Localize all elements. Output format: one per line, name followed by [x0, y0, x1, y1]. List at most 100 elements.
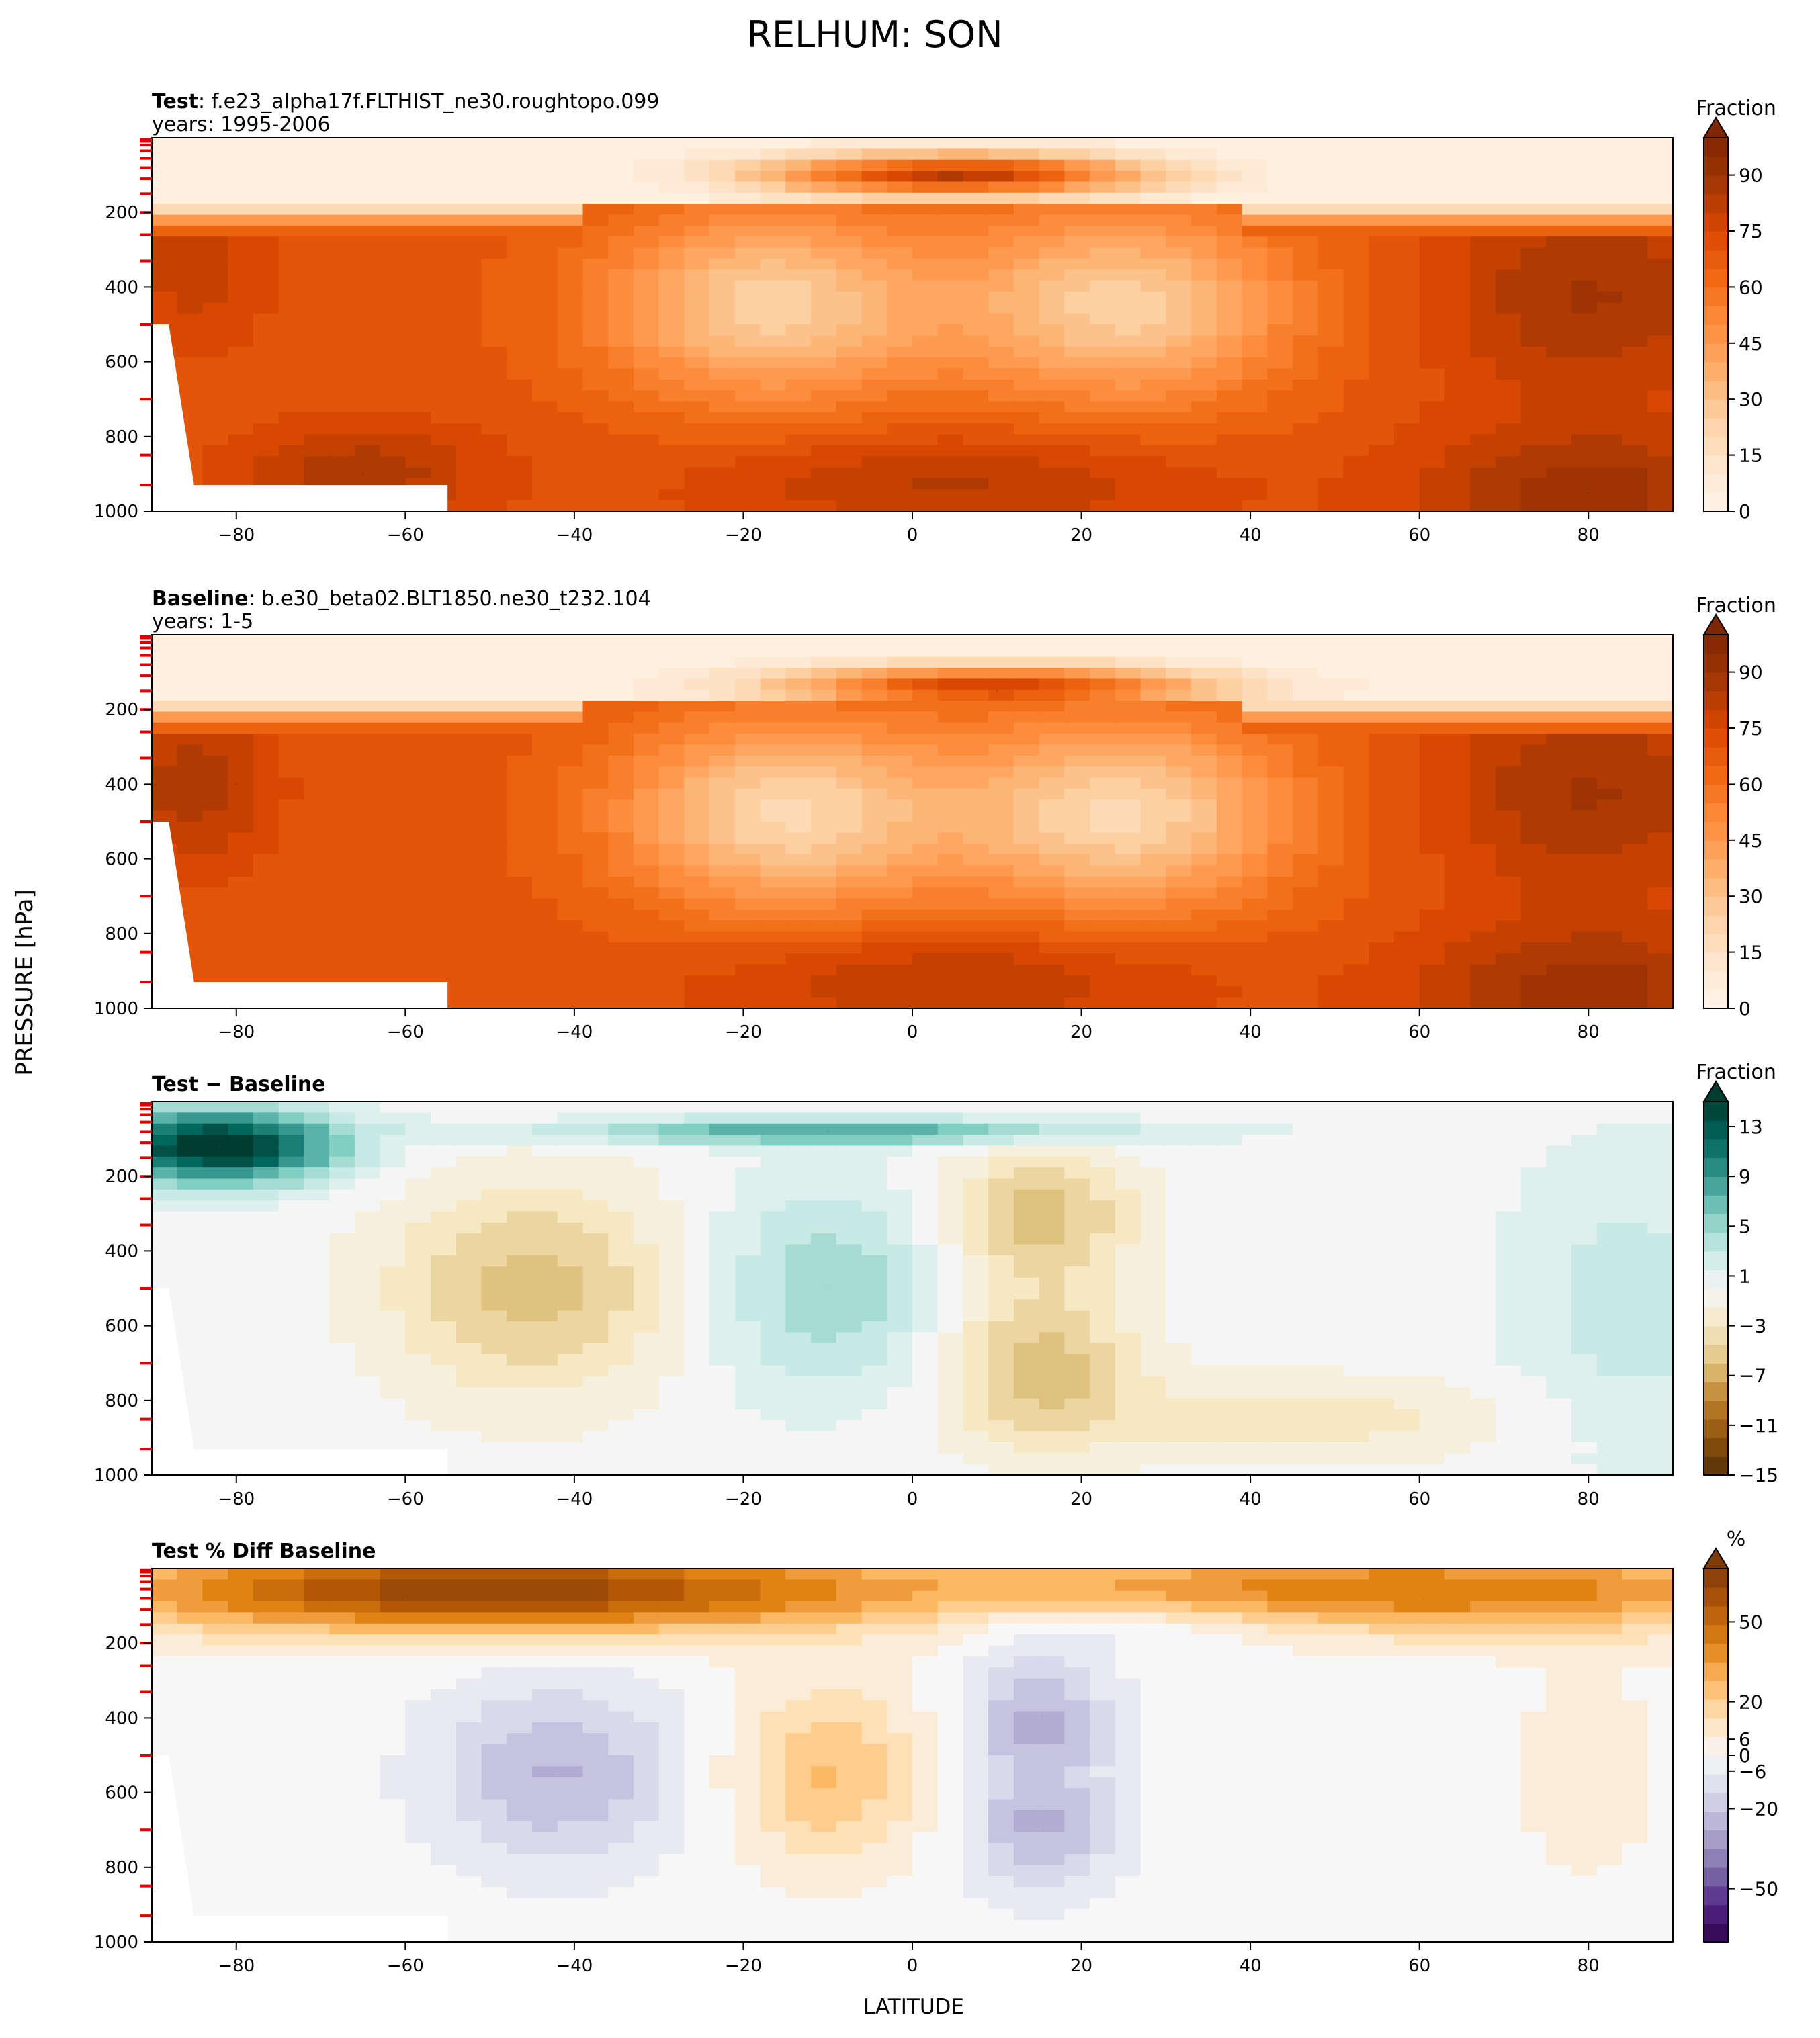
field-cell — [253, 1387, 279, 1399]
field-cell — [202, 635, 228, 647]
field-cell — [1216, 635, 1243, 647]
field-cell — [456, 181, 482, 193]
field-cell — [582, 258, 609, 271]
field-cell — [963, 668, 989, 680]
field-cell — [507, 777, 533, 789]
field-cell — [608, 1189, 634, 1201]
field-cell — [582, 777, 609, 789]
field-cell — [557, 214, 584, 226]
field-cell — [811, 390, 837, 402]
field-cell — [481, 865, 507, 877]
field-cell — [1191, 832, 1217, 844]
field-cell — [836, 489, 863, 501]
field-cell — [937, 722, 964, 734]
field-cell — [1470, 810, 1496, 822]
field-cell — [1343, 478, 1369, 490]
field-cell — [329, 1310, 355, 1322]
field-cell — [1013, 744, 1040, 756]
field-cell — [861, 865, 887, 877]
field-cell — [1647, 689, 1674, 701]
field-cell — [1647, 920, 1674, 932]
field-cell — [1622, 810, 1648, 822]
field-cell — [937, 887, 964, 899]
field-cell — [1267, 346, 1293, 358]
field-cell — [937, 423, 964, 435]
field-cell — [785, 668, 812, 680]
field-cell — [456, 1244, 482, 1256]
field-cell — [304, 357, 330, 369]
field-cell — [1013, 755, 1040, 768]
field-cell — [963, 214, 989, 226]
field-cell — [380, 678, 406, 691]
field-cell — [481, 390, 507, 402]
field-cell — [380, 1244, 406, 1256]
field-cell — [963, 635, 989, 647]
field-cell — [861, 854, 887, 867]
field-cell — [608, 1420, 634, 1432]
field-cell — [811, 668, 837, 680]
field-cell — [1622, 701, 1648, 713]
field-cell — [380, 931, 406, 943]
field-cell — [633, 646, 660, 658]
field-cell — [963, 500, 989, 512]
field-cell — [481, 1354, 507, 1366]
field-cell — [481, 1255, 507, 1268]
field-cell — [811, 269, 837, 281]
field-cell — [1039, 668, 1066, 680]
colorbar-segment — [1704, 896, 1728, 916]
field-cell — [861, 159, 887, 171]
field-cell — [1039, 467, 1066, 479]
field-cell — [1242, 171, 1268, 183]
field-cell — [380, 445, 406, 457]
field-cell — [532, 1387, 558, 1399]
field-cell — [1039, 412, 1066, 424]
field-cell — [988, 755, 1014, 768]
field-cell — [431, 1310, 457, 1322]
field-cell — [582, 1211, 609, 1223]
field-cell — [1647, 635, 1674, 647]
field-cell — [507, 401, 533, 413]
field-cell — [1622, 799, 1648, 811]
field-cell — [1444, 701, 1471, 713]
field-cell — [658, 291, 685, 304]
field-cell — [1444, 822, 1471, 834]
field-cell — [988, 997, 1014, 1009]
field-cell — [304, 192, 330, 204]
field-cell — [177, 1178, 204, 1190]
field-cell — [1140, 986, 1167, 998]
field-cell — [582, 1244, 609, 1256]
field-cell — [1140, 456, 1167, 468]
field-cell — [811, 964, 837, 976]
field-cell — [734, 236, 761, 249]
field-cell — [811, 678, 837, 691]
field-cell — [582, 1156, 609, 1168]
field-cell — [405, 876, 431, 888]
field-cell — [253, 1409, 279, 1421]
field-cell — [861, 810, 887, 822]
field-cell — [304, 1266, 330, 1278]
field-cell — [1115, 390, 1141, 402]
field-cell — [557, 1189, 584, 1201]
field-cell — [329, 269, 355, 281]
field-cell — [608, 887, 634, 899]
field-cell — [811, 225, 837, 237]
field-cell — [405, 1299, 431, 1311]
field-cell — [253, 668, 279, 680]
field-cell — [1444, 887, 1471, 899]
field-cell — [1495, 887, 1522, 899]
field-cell — [1520, 280, 1547, 292]
field-cell — [1166, 887, 1192, 899]
field-cell — [1242, 401, 1268, 413]
field-cell — [1013, 635, 1040, 647]
field-cell — [1520, 445, 1547, 457]
field-cell — [1444, 898, 1471, 910]
field-cell — [1546, 247, 1572, 259]
field-cell — [304, 1167, 330, 1180]
field-cell — [709, 909, 736, 921]
field-cell — [202, 412, 228, 424]
field-cell — [1419, 986, 1446, 998]
field-cell — [658, 1200, 685, 1212]
field-cell — [1647, 766, 1674, 779]
field-cell — [1419, 766, 1446, 779]
field-cell — [1090, 832, 1116, 844]
